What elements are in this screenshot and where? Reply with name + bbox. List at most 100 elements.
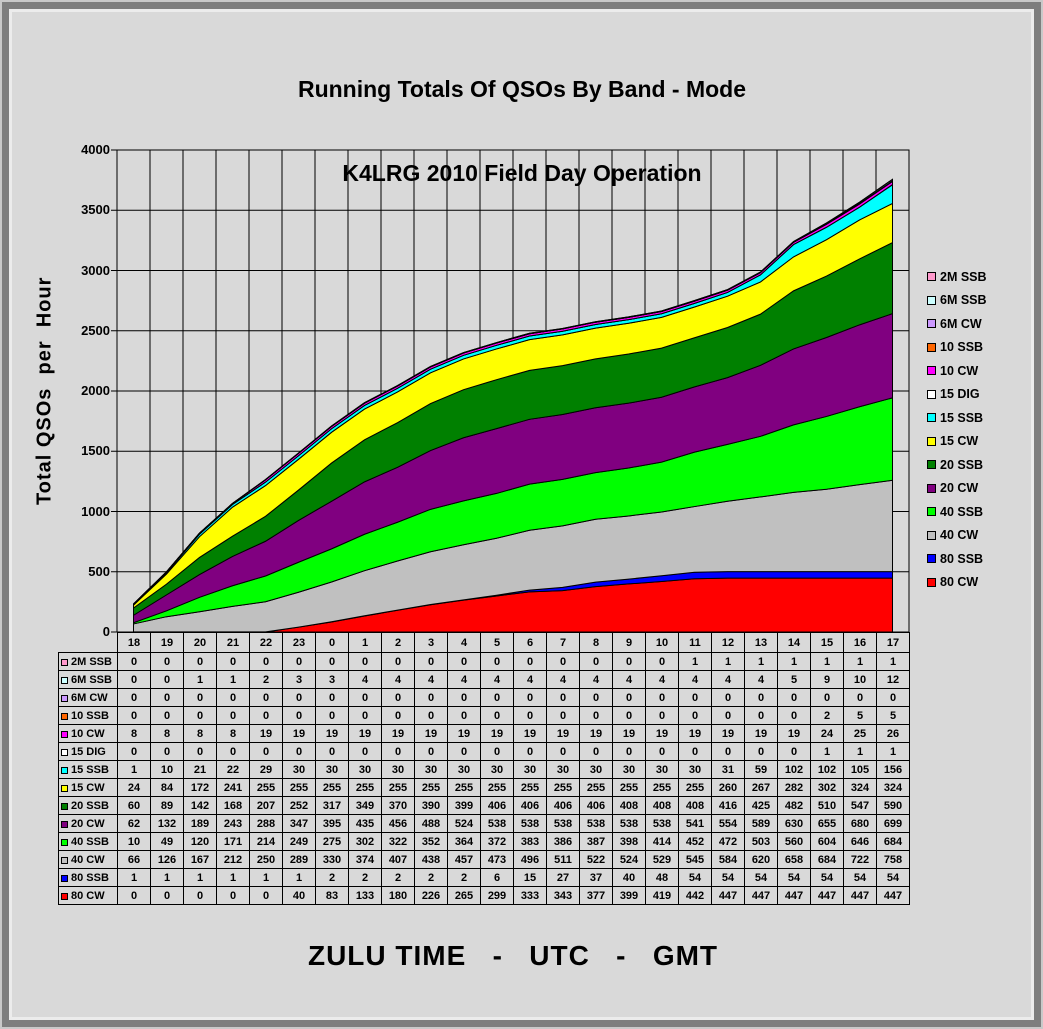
table-value-cell: 398 [612, 832, 646, 851]
table-value-cell: 447 [843, 886, 877, 905]
table-hour-header-cell: 3 [414, 632, 448, 653]
series-key-icon [61, 712, 68, 720]
table-value-cell: 554 [711, 814, 745, 833]
table-value-cell: 24 [810, 724, 844, 743]
table-value-cell: 37 [579, 868, 613, 887]
table-value-cell: 302 [810, 778, 844, 797]
table-value-cell: 30 [579, 760, 613, 779]
legend-key-icon [927, 319, 936, 329]
table-value-cell: 0 [381, 652, 415, 671]
table-value-cell: 171 [216, 832, 250, 851]
x-axis-title: ZULU TIME - UTC - GMT [307, 940, 719, 971]
table-value-cell: 538 [612, 814, 646, 833]
table-value-cell: 156 [876, 760, 910, 779]
table-value-cell: 0 [216, 688, 250, 707]
table-value-cell: 529 [645, 850, 679, 869]
legend-label: 2M SSB [940, 269, 987, 284]
table-value-cell: 126 [150, 850, 184, 869]
series-key-icon [61, 874, 68, 882]
legend-label: 80 CW [940, 575, 979, 590]
table-hour-header-cell: 14 [777, 632, 811, 653]
table-value-cell: 30 [282, 760, 316, 779]
table-value-cell: 10 [150, 760, 184, 779]
table-value-cell: 322 [381, 832, 415, 851]
legend-label: 6M SSB [940, 293, 987, 308]
table-value-cell: 324 [876, 778, 910, 797]
table-value-cell: 3 [315, 670, 349, 689]
table-value-cell: 255 [513, 778, 547, 797]
table-value-cell: 524 [612, 850, 646, 869]
table-value-cell: 408 [678, 796, 712, 815]
table-hour-header-cell: 18 [117, 632, 151, 653]
legend-key-icon [927, 295, 936, 305]
table-value-cell: 19 [513, 724, 547, 743]
table-value-cell: 2 [414, 868, 448, 887]
table-value-cell: 19 [447, 724, 481, 743]
table-value-cell: 386 [546, 832, 580, 851]
table-value-cell: 8 [216, 724, 250, 743]
legend: 2M SSB 6M SSB 6M CW 10 SSB 10 CW 15 DIG 15 SSB… [927, 265, 987, 594]
table-hour-header-cell: 9 [612, 632, 646, 653]
table-value-cell: 0 [348, 742, 382, 761]
table-label-cell: 6M CW [58, 688, 118, 707]
table-value-cell: 4 [645, 670, 679, 689]
table-value-cell: 0 [579, 652, 613, 671]
table-value-cell: 30 [447, 760, 481, 779]
table-label-cell: 40 CW [58, 850, 118, 869]
area-series-2m-ssb [133, 178, 893, 605]
table-value-cell: 255 [678, 778, 712, 797]
table-hour-header-cell: 20 [183, 632, 217, 653]
table-value-cell: 0 [777, 688, 811, 707]
table-value-cell: 167 [183, 850, 217, 869]
table-value-cell: 27 [546, 868, 580, 887]
table-value-cell: 5 [777, 670, 811, 689]
table-value-cell: 142 [183, 796, 217, 815]
table-row: 15 DIG 0 0 0 0 0 0 0 0 0 0 0 0 0 0 0 0 0 0 0 0 0 1 1 1 [58, 742, 910, 761]
chart-title-line1: Running Totals Of QSOs By Band - Mode [297, 76, 747, 102]
table-value-cell: 214 [249, 832, 283, 851]
table-value-cell: 0 [150, 652, 184, 671]
legend-label: 15 DIG [940, 387, 980, 402]
table-value-cell: 0 [711, 688, 745, 707]
table-value-cell: 19 [744, 724, 778, 743]
data-table: 18 19 20 21 22 23 0 1 2 3 4 5 6 7 8 9 10 11 12 13 14 15 16 17 2M… [58, 632, 910, 905]
table-hour-header-cell: 21 [216, 632, 250, 653]
table-value-cell: 0 [249, 688, 283, 707]
table-value-cell: 19 [381, 724, 415, 743]
table-value-cell: 0 [447, 742, 481, 761]
table-value-cell: 54 [678, 868, 712, 887]
table-value-cell: 3 [282, 670, 316, 689]
table-value-cell: 1 [117, 760, 151, 779]
table-value-cell: 8 [117, 724, 151, 743]
table-value-cell: 30 [678, 760, 712, 779]
table-value-cell: 620 [744, 850, 778, 869]
legend-item: 6M SSB [927, 289, 987, 313]
table-value-cell: 0 [183, 886, 217, 905]
table-value-cell: 604 [810, 832, 844, 851]
table-value-cell: 29 [249, 760, 283, 779]
table-value-cell: 538 [645, 814, 679, 833]
legend-label: 20 SSB [940, 457, 984, 472]
table-value-cell: 0 [546, 688, 580, 707]
series-key-icon [61, 748, 68, 756]
table-value-cell: 12 [876, 670, 910, 689]
table-value-cell: 0 [183, 652, 217, 671]
table-value-cell: 4 [579, 670, 613, 689]
series-key-icon [61, 730, 68, 738]
table-value-cell: 189 [183, 814, 217, 833]
table-hour-header-cell: 0 [315, 632, 349, 653]
table-value-cell: 0 [249, 652, 283, 671]
table-value-cell: 102 [777, 760, 811, 779]
legend-item: 10 SSB [927, 336, 987, 360]
table-value-cell: 447 [876, 886, 910, 905]
legend-label: 10 SSB [940, 340, 984, 355]
table-value-cell: 330 [315, 850, 349, 869]
table-value-cell: 0 [480, 706, 514, 725]
table-value-cell: 31 [711, 760, 745, 779]
table-value-cell: 0 [117, 706, 151, 725]
y-tick-label: 3000 [81, 262, 110, 278]
table-value-cell: 0 [282, 652, 316, 671]
table-value-cell: 0 [216, 652, 250, 671]
table-value-cell: 83 [315, 886, 349, 905]
table-value-cell: 370 [381, 796, 415, 815]
